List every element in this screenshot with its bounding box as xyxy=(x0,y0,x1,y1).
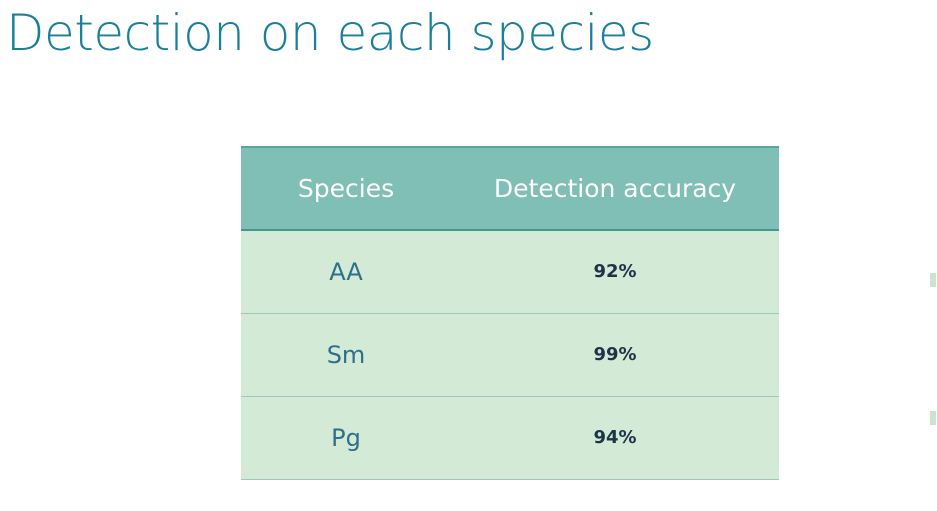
accuracy-cell: 99% xyxy=(451,313,779,397)
species-cell: Pg xyxy=(241,396,451,480)
species-cell: Sm xyxy=(241,313,451,397)
table-row: Pg 94% xyxy=(241,396,779,480)
edge-decoration xyxy=(930,411,936,425)
table-header: Species Detection accuracy xyxy=(241,146,779,231)
accuracy-cell: 92% xyxy=(451,230,779,314)
header-detection-accuracy: Detection accuracy xyxy=(451,146,779,231)
header-species: Species xyxy=(241,146,451,231)
slide-title: Detection on each species xyxy=(6,4,654,62)
edge-decoration xyxy=(930,273,936,287)
table-body: AA 92% Sm 99% Pg 94% xyxy=(241,230,779,480)
table-row: AA 92% xyxy=(241,230,779,314)
accuracy-cell: 94% xyxy=(451,396,779,480)
detection-table: Species Detection accuracy AA 92% Sm 99%… xyxy=(241,146,779,480)
header-row: Species Detection accuracy xyxy=(241,146,779,231)
table-row: Sm 99% xyxy=(241,313,779,397)
species-cell: AA xyxy=(241,230,451,314)
